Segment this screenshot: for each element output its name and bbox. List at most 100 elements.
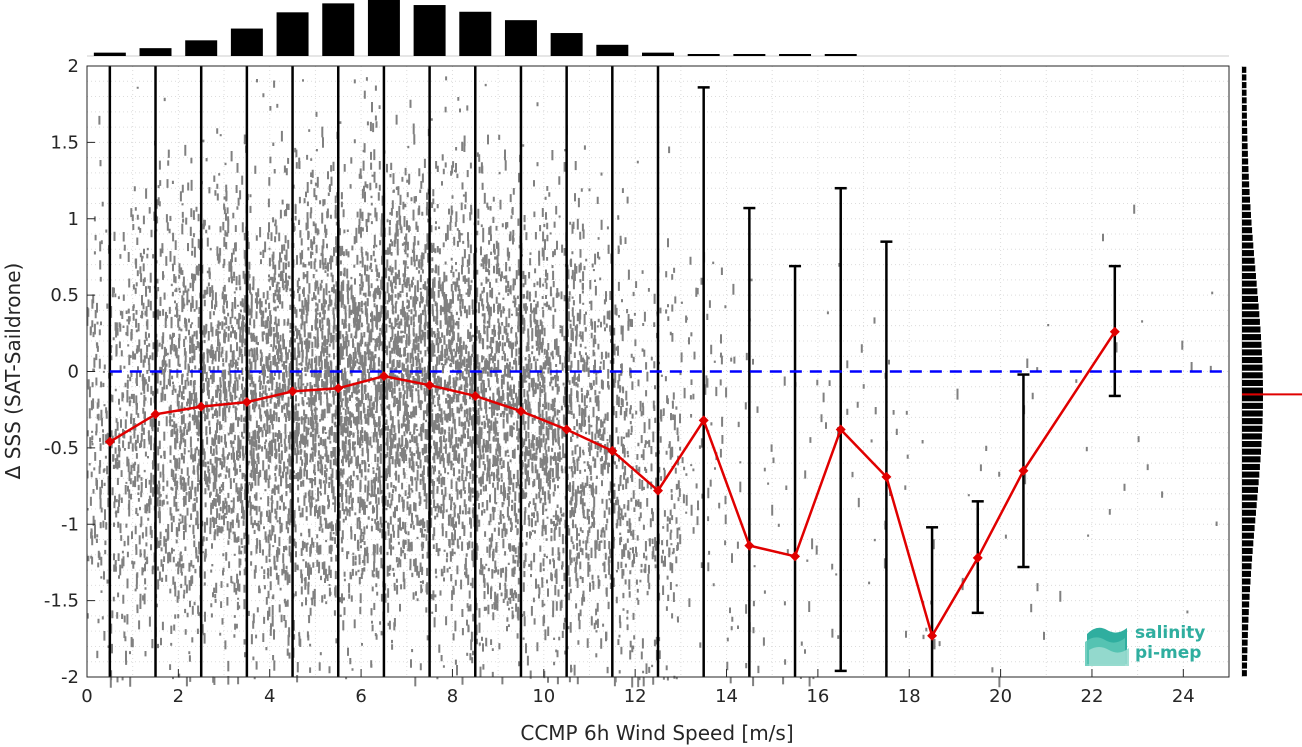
mean-point xyxy=(470,390,481,401)
mean-point xyxy=(241,397,252,408)
y-histogram-bar xyxy=(1242,318,1260,325)
y-tick-label: 1.5 xyxy=(50,132,79,153)
y-histogram-bar xyxy=(1242,112,1247,119)
x-axis-label: CCMP 6h Wind Speed [m/s] xyxy=(520,721,793,745)
x-histogram-bar xyxy=(687,54,720,56)
x-histogram-bar xyxy=(185,40,218,56)
y-histogram-bar xyxy=(1242,265,1256,272)
y-histogram-bar xyxy=(1242,211,1251,218)
y-histogram-bar xyxy=(1242,540,1254,547)
y-histogram-bar xyxy=(1242,150,1248,157)
mean-point xyxy=(150,409,161,420)
y-tick-label: -1.5 xyxy=(44,591,79,612)
y-histogram-bar xyxy=(1242,82,1247,89)
logo-waves-icon xyxy=(1085,627,1129,666)
y-histogram-bar xyxy=(1242,173,1249,180)
y-histogram-bar xyxy=(1242,463,1260,471)
y-histogram-bar xyxy=(1242,166,1249,173)
x-histogram-bar xyxy=(276,12,309,56)
y-histogram-bar xyxy=(1242,219,1252,226)
y-histogram-bar xyxy=(1242,441,1262,448)
y-histogram-bar xyxy=(1242,570,1251,577)
binned-mean-series xyxy=(104,326,1120,641)
x-tick-label: 0 xyxy=(81,686,92,707)
y-histogram-bar xyxy=(1242,532,1254,539)
x-histogram-bar xyxy=(550,33,583,56)
y-histogram-bar xyxy=(1242,586,1251,593)
x-histogram-bar xyxy=(322,3,355,56)
y-histogram-bar xyxy=(1242,593,1250,600)
y-histogram xyxy=(1241,66,1302,677)
y-histogram-bar xyxy=(1242,547,1253,555)
logo-line1: salinity xyxy=(1135,623,1205,643)
y-histogram-bar xyxy=(1242,456,1261,463)
y-histogram-bar xyxy=(1242,448,1262,455)
y-tick-label: 0.5 xyxy=(50,285,79,306)
y-ticks: -2 -1.5 -1 -0.5 0 0.5 1 1.5 2 xyxy=(44,56,95,688)
mean-line xyxy=(109,331,1116,639)
x-tick-label: 16 xyxy=(806,686,829,707)
mean-point xyxy=(515,406,526,417)
y-histogram-bar xyxy=(1242,127,1248,134)
mean-point xyxy=(104,436,115,447)
y-histogram-bar xyxy=(1242,257,1255,264)
y-histogram-bar xyxy=(1242,402,1263,409)
x-tick-label: 8 xyxy=(447,686,458,707)
y-histogram-bar xyxy=(1242,563,1252,570)
scatter-points xyxy=(86,76,1218,688)
mean-point xyxy=(744,540,755,551)
y-histogram-bar xyxy=(1242,418,1263,425)
y-histogram-bar xyxy=(1242,188,1250,196)
x-tick-label: 6 xyxy=(355,686,366,707)
x-tick-label: 18 xyxy=(898,686,921,707)
y-histogram-bar xyxy=(1242,66,1247,73)
y-histogram-bar xyxy=(1242,288,1258,295)
y-histogram-bar xyxy=(1242,326,1261,333)
y-histogram-bar xyxy=(1242,486,1259,493)
mean-point xyxy=(378,371,389,382)
x-tick-label: 24 xyxy=(1172,686,1195,707)
x-histogram-bar xyxy=(459,11,492,56)
y-histogram-bar xyxy=(1242,334,1262,341)
mean-point xyxy=(424,380,435,391)
mean-point xyxy=(972,552,983,563)
y-histogram-bar xyxy=(1242,295,1259,302)
x-histogram-bar xyxy=(413,5,446,56)
y-histogram-bar xyxy=(1242,242,1254,249)
y-histogram-bar xyxy=(1242,97,1247,104)
x-tick-label: 22 xyxy=(1081,686,1104,707)
y-histogram-bar xyxy=(1242,479,1259,486)
y-histogram-bar xyxy=(1242,120,1248,127)
y-tick-label: 1 xyxy=(68,209,79,230)
y-histogram-bar xyxy=(1242,525,1255,532)
y-histogram-bar xyxy=(1242,471,1260,478)
y-histogram-bar xyxy=(1242,502,1257,509)
y-tick-label: 2 xyxy=(68,56,79,77)
y-histogram-bar xyxy=(1242,204,1251,211)
y-histogram-bar xyxy=(1242,387,1263,394)
y-histogram-bar xyxy=(1242,670,1247,677)
mean-point xyxy=(1018,465,1029,476)
x-histogram-bar xyxy=(733,54,766,56)
mean-point xyxy=(881,471,892,482)
salinity-logo: salinity pi-mep xyxy=(1085,623,1205,666)
x-histogram-bar xyxy=(596,44,629,56)
y-histogram-bar xyxy=(1242,494,1258,501)
y-axis-label: Δ SSS (SAT-Saildrone) xyxy=(1,263,25,480)
y-tick-label: -1 xyxy=(61,514,79,535)
y-tick-label: 0 xyxy=(68,362,79,383)
y-histogram-bar xyxy=(1242,227,1253,234)
mean-point xyxy=(698,415,709,426)
y-histogram-bar xyxy=(1242,74,1247,81)
mean-point xyxy=(835,424,846,435)
mean-point xyxy=(927,630,938,641)
y-histogram-bar xyxy=(1242,89,1247,96)
x-histogram-bar xyxy=(93,52,126,56)
mean-point xyxy=(196,401,207,412)
y-histogram-bar xyxy=(1242,647,1248,654)
y-histogram-bar xyxy=(1242,234,1253,241)
y-histogram-bar xyxy=(1242,631,1248,639)
scatter-marks xyxy=(86,76,1218,688)
y-histogram-bar xyxy=(1242,578,1251,585)
mean-point xyxy=(653,485,663,496)
